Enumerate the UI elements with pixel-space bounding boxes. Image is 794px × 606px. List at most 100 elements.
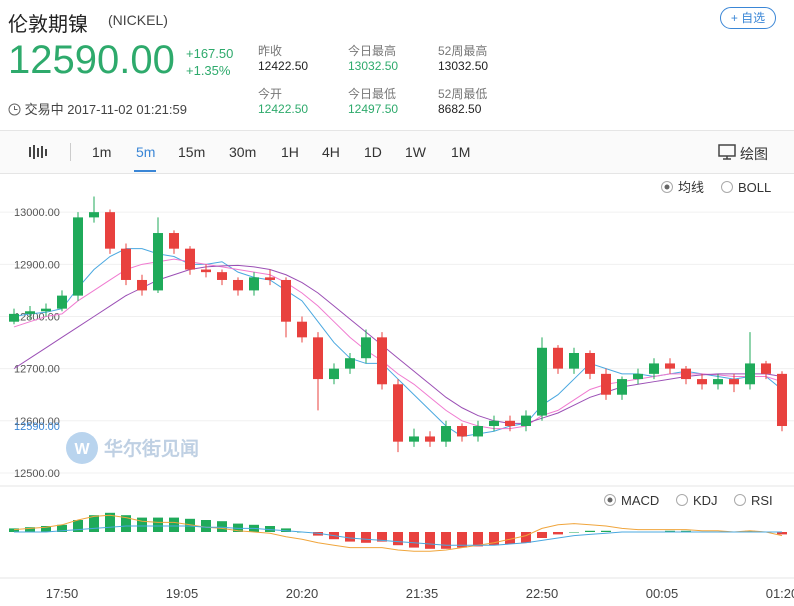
macd-bar xyxy=(345,532,355,542)
option-label: KDJ xyxy=(693,493,718,508)
code: (NICKEL) xyxy=(108,12,168,28)
x-tick-label: 20:20 xyxy=(286,586,319,601)
macd-bar xyxy=(281,528,291,532)
candle-body xyxy=(505,420,515,427)
watch-button[interactable]: + 自选 xyxy=(720,7,776,29)
candle-body xyxy=(185,248,195,270)
candle-body xyxy=(457,426,467,437)
candle-body xyxy=(473,426,483,437)
status: 交易中 2017-11-02 01:21:59 xyxy=(8,99,187,118)
candle-body xyxy=(345,358,355,369)
macd-bar xyxy=(681,530,691,532)
macd-bar xyxy=(313,532,323,536)
candle-body xyxy=(425,436,435,442)
macd-bar xyxy=(89,515,99,532)
candle-body xyxy=(121,248,131,280)
candle-body xyxy=(777,373,787,427)
stat-label: 今日最高 xyxy=(348,44,397,58)
macd-line xyxy=(14,525,782,546)
y-tick-label: 12600.00 xyxy=(14,416,60,428)
stat-value: 13032.50 xyxy=(438,59,489,73)
macd-bar xyxy=(473,532,483,547)
candle-body xyxy=(665,363,675,369)
macd-bar xyxy=(361,532,371,543)
macd-bar xyxy=(233,523,243,532)
interval[interactable]: 1W xyxy=(405,144,426,160)
macd-bar xyxy=(377,532,387,542)
macd-bar xyxy=(665,530,675,532)
candle-body xyxy=(617,379,627,395)
title: 伦敦期镍 xyxy=(8,14,88,36)
interval-underline xyxy=(134,170,156,172)
macd-bar xyxy=(73,520,83,532)
last-price-label: 12590.00 xyxy=(14,421,60,433)
price: 12590.00 xyxy=(8,38,175,82)
candle-body xyxy=(153,233,163,291)
x-tick-label: 21:35 xyxy=(406,586,439,601)
stat-value: 12422.50 xyxy=(258,59,309,73)
candle-body xyxy=(633,373,643,380)
macd-bar xyxy=(201,520,211,532)
candle-body xyxy=(41,308,51,312)
candle-body xyxy=(745,363,755,385)
candle-body xyxy=(265,277,275,280)
macd-bar xyxy=(105,512,115,532)
candle-body xyxy=(393,384,403,442)
interval[interactable]: 5m xyxy=(136,144,156,160)
candle-body xyxy=(281,279,291,322)
radio xyxy=(676,494,688,506)
interval[interactable]: 15m xyxy=(178,144,206,160)
candle-body xyxy=(9,313,19,322)
stat-label: 52周最低 xyxy=(438,87,488,101)
option-label: BOLL xyxy=(738,180,771,195)
interval[interactable]: 4H xyxy=(322,144,340,160)
macd-bar xyxy=(185,518,195,532)
clock-icon xyxy=(8,103,21,116)
watermark: 华尔街见闻 xyxy=(104,437,199,460)
candle-body xyxy=(329,368,339,380)
option-label: 均线 xyxy=(678,180,704,195)
macd-bar xyxy=(521,532,531,543)
interval[interactable]: 1M xyxy=(451,144,471,160)
macd-bar xyxy=(601,530,611,532)
candle-body xyxy=(697,379,707,385)
y-tick-label: 12500.00 xyxy=(14,468,60,480)
option-label: MACD xyxy=(621,493,659,508)
macd-bar xyxy=(441,532,451,549)
y-tick-label: 12700.00 xyxy=(14,364,60,376)
candle-body xyxy=(313,337,323,380)
candle-body xyxy=(25,311,35,314)
stat-value: 13032.50 xyxy=(348,59,399,73)
candle-body xyxy=(57,295,67,309)
macd-bar xyxy=(505,532,515,544)
stat-value: 12497.50 xyxy=(348,102,399,116)
macd-bar xyxy=(25,527,35,532)
radio-dot xyxy=(607,497,613,503)
macd-bar xyxy=(137,517,147,532)
candle-body xyxy=(377,337,387,385)
x-tick-label: 19:05 xyxy=(166,586,199,601)
watermark-logo xyxy=(66,432,98,464)
macd-bar xyxy=(457,532,467,548)
interval[interactable]: 1H xyxy=(281,144,299,160)
radio-dot xyxy=(664,184,670,190)
stat-label: 今日最低 xyxy=(348,87,397,101)
candle-body xyxy=(729,379,739,385)
draw-button[interactable]: 绘图 xyxy=(740,146,768,162)
macd-bar xyxy=(489,532,499,546)
draw-icon xyxy=(718,144,736,160)
interval[interactable]: 1D xyxy=(364,144,382,160)
candle-body xyxy=(441,426,451,442)
interval[interactable]: 30m xyxy=(229,144,257,160)
interval[interactable]: 1m xyxy=(92,144,112,160)
macd-bar xyxy=(393,532,403,546)
candle-body xyxy=(521,415,531,427)
macd-bar xyxy=(553,532,563,535)
candle-body xyxy=(169,233,179,249)
separator xyxy=(70,143,71,161)
candle-body xyxy=(553,347,563,369)
candle-body xyxy=(137,279,147,291)
candle-body xyxy=(105,212,115,249)
